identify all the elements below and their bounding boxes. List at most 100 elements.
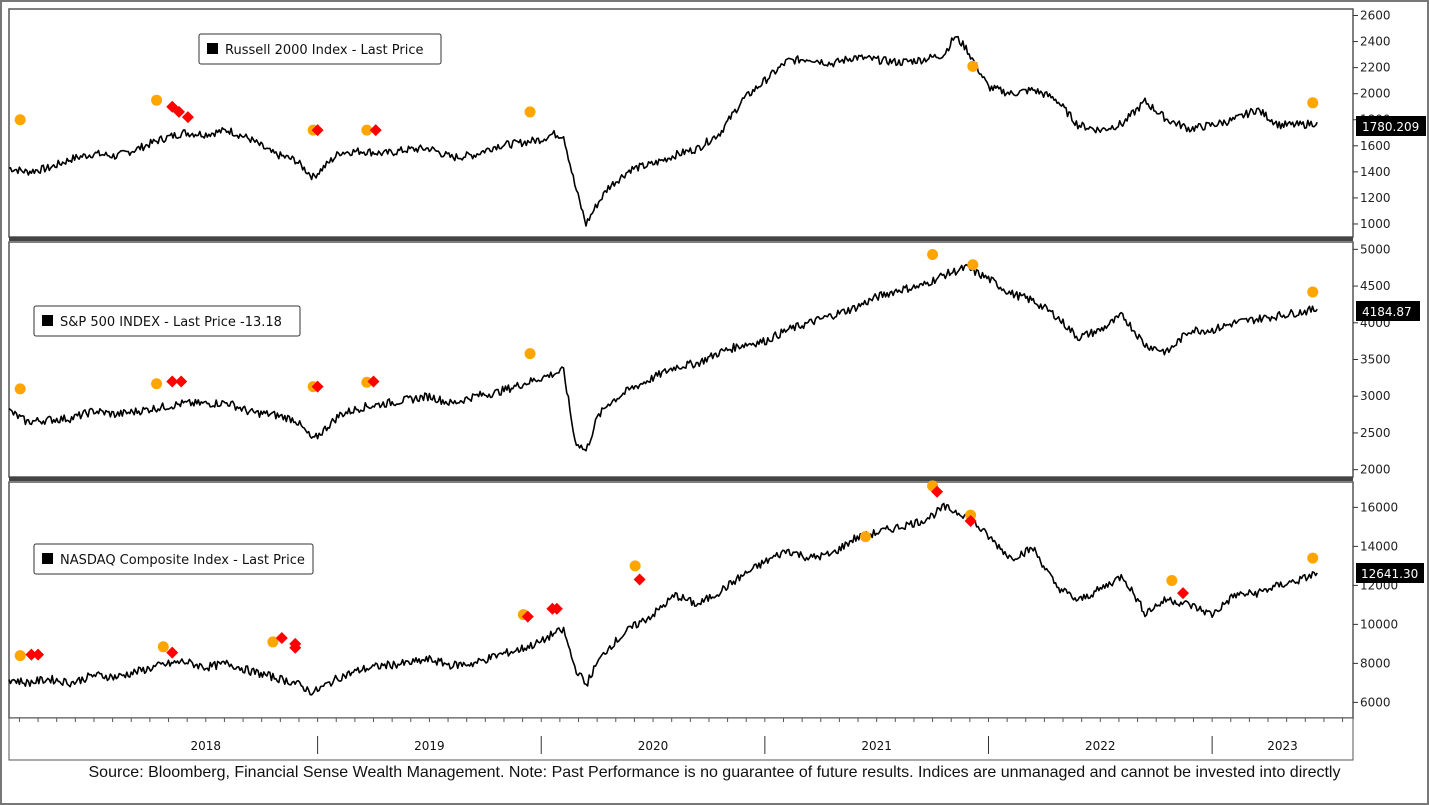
y-tick-label: 1600	[1360, 139, 1391, 153]
y-tick-label: 1400	[1360, 165, 1391, 179]
last-value-tag: 4184.87	[1356, 301, 1420, 321]
last-value-bg	[1356, 116, 1426, 136]
y-tick-label: 2400	[1360, 35, 1391, 49]
year-label: 2019	[414, 739, 445, 753]
legend-label: S&P 500 INDEX - Last Price -13.18	[60, 315, 282, 330]
legend-frame	[198, 33, 442, 65]
panel-separator	[9, 477, 1353, 481]
circle-marker	[157, 641, 169, 653]
diamond-marker	[289, 641, 302, 654]
last-value-bg	[1356, 301, 1420, 321]
circle-marker	[927, 248, 939, 260]
diamond-marker	[633, 573, 646, 586]
year-label: 2021	[861, 739, 892, 753]
circle-marker	[151, 378, 163, 390]
series-line	[8, 502, 1318, 696]
legend-box: NASDAQ Composite Index - Last Price	[33, 543, 314, 575]
circle-marker	[1307, 97, 1319, 109]
diamond-marker	[275, 632, 288, 645]
circle-marker	[151, 94, 163, 106]
legend-box: Russell 2000 Index - Last Price	[198, 33, 442, 65]
marker-layer	[14, 60, 1319, 137]
y-tick-label: 3000	[1360, 389, 1391, 403]
circle-marker	[524, 348, 536, 360]
y-tick-label: 16000	[1360, 500, 1398, 514]
last-value-bg	[1356, 563, 1424, 583]
year-label: 2022	[1085, 739, 1116, 753]
y-tick-label: 5000	[1360, 242, 1391, 256]
diamond-marker	[521, 610, 534, 623]
last-value-tag: 1780.209	[1356, 116, 1426, 136]
y-tick-label: 14000	[1360, 539, 1398, 553]
circle-marker	[14, 650, 26, 662]
last-value-label: 4184.87	[1362, 305, 1412, 319]
diamond-marker	[32, 648, 45, 661]
y-tick-label: 2000	[1360, 463, 1391, 477]
legend-swatch	[42, 315, 53, 326]
circle-marker	[1307, 552, 1319, 564]
last-value-label: 12641.30	[1361, 567, 1418, 581]
circle-marker	[967, 60, 979, 72]
legend-swatch	[42, 553, 53, 564]
circle-marker	[14, 114, 26, 126]
circle-marker	[14, 383, 26, 395]
circle-marker	[1166, 574, 1178, 586]
diamond-marker	[931, 485, 944, 498]
series-line	[8, 35, 1318, 227]
legend-label: NASDAQ Composite Index - Last Price	[60, 553, 305, 568]
diamond-marker	[1177, 587, 1190, 600]
y-tick-label: 8000	[1360, 656, 1391, 670]
diamond-marker	[311, 124, 324, 137]
circle-marker	[859, 531, 871, 543]
x-axis: 2018 2019 2020 2021 2022 2023	[8, 717, 1354, 761]
russell-2000-panel: 100012001400160018002000220024002600 Rus…	[8, 8, 1426, 238]
diamond-marker	[550, 602, 563, 615]
y-tick-label: 1000	[1360, 217, 1391, 231]
y-tick-label: 2500	[1360, 426, 1391, 440]
legend-label: Russell 2000 Index - Last Price	[225, 43, 423, 58]
marker-layer	[14, 480, 1319, 662]
circle-marker	[967, 259, 979, 271]
line-layer	[8, 35, 1318, 227]
diamond-marker	[172, 105, 185, 118]
y-tick-label: 1200	[1360, 191, 1391, 205]
diamond-marker	[964, 515, 977, 528]
diamond-marker	[311, 380, 324, 393]
panel-separator	[9, 237, 1353, 241]
line-layer	[8, 502, 1318, 696]
diamond-marker	[181, 111, 194, 124]
diamond-marker	[369, 124, 382, 137]
diamond-marker	[166, 646, 179, 659]
y-tick-label: 6000	[1360, 695, 1391, 709]
last-value-label: 1780.209	[1362, 120, 1419, 134]
y-tick-label: 2000	[1360, 87, 1391, 101]
line-layer	[8, 263, 1318, 452]
y-tick-label: 3500	[1360, 353, 1391, 367]
legend-box: S&P 500 INDEX - Last Price -13.18	[33, 305, 301, 337]
circle-marker	[267, 636, 279, 648]
x-axis-band	[8, 717, 1354, 761]
circle-marker	[524, 106, 536, 118]
year-label: 2023	[1267, 739, 1298, 753]
plot-area	[8, 241, 1354, 478]
diamond-marker	[25, 648, 38, 661]
source-note: Source: Bloomberg, Financial Sense Wealt…	[88, 764, 1341, 781]
circle-marker	[361, 124, 373, 136]
y-tick-label: 2200	[1360, 61, 1391, 75]
y-tick-label: 10000	[1360, 617, 1398, 631]
year-label: 2020	[638, 739, 669, 753]
diamond-marker	[175, 375, 188, 388]
y-tick-label: 4500	[1360, 279, 1391, 293]
circle-marker	[629, 560, 641, 572]
diamond-marker	[367, 375, 380, 388]
legend-frame	[33, 305, 301, 337]
marker-layer	[14, 248, 1319, 395]
legend-frame	[33, 543, 314, 575]
y-tick-label: 2600	[1360, 9, 1391, 23]
diamond-marker	[166, 375, 179, 388]
